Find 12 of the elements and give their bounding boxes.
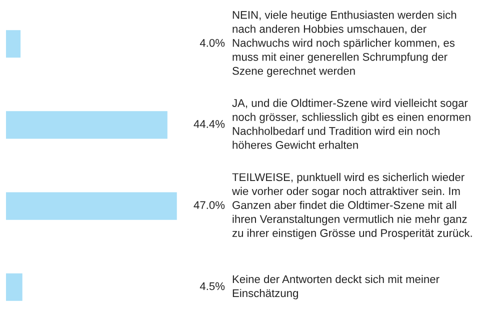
data-label: 44.4%: [194, 120, 225, 128]
data-label: 4.0%: [200, 38, 225, 47]
y-tick-label: TEILWEISE, punktuell wird es sicherlich wieder wie vorher oder sogar noch attraktiver sein. Im Ganzen aber findet die Oldtimer-Szene mit all ihren Veranstaltungen vermutlich nie mehr ganz zu ihrer einstigen Grösse und Prosperität zurück.: [232, 172, 472, 240]
data-label: 47.0%: [194, 201, 225, 210]
y-tick-label: Keine der Antworten deckt sich mit meiner Einschätzung: [232, 274, 440, 300]
y-tick-label: NEIN, viele heutige Enthusiasten werden sich nach anderen Hobbies umschauen, der Nachwuchs wird noch spärlicher kommen, es muss mit einer generellen Schrumpfung der Szene gerechnet werden: [232, 10, 456, 77]
data-label: 4.5%: [200, 282, 225, 290]
bar: [6, 111, 168, 139]
bar: [6, 192, 177, 220]
bar: [6, 30, 21, 58]
y-tick-label: JA, und die Oldtimer-Szene wird vielleicht sogar noch grösser, schliesslich gibt es einen enormen Nachholbedarf und Tradition wird ein noch höheres Gewicht erhalten: [232, 98, 470, 149]
bar: [6, 273, 22, 301]
